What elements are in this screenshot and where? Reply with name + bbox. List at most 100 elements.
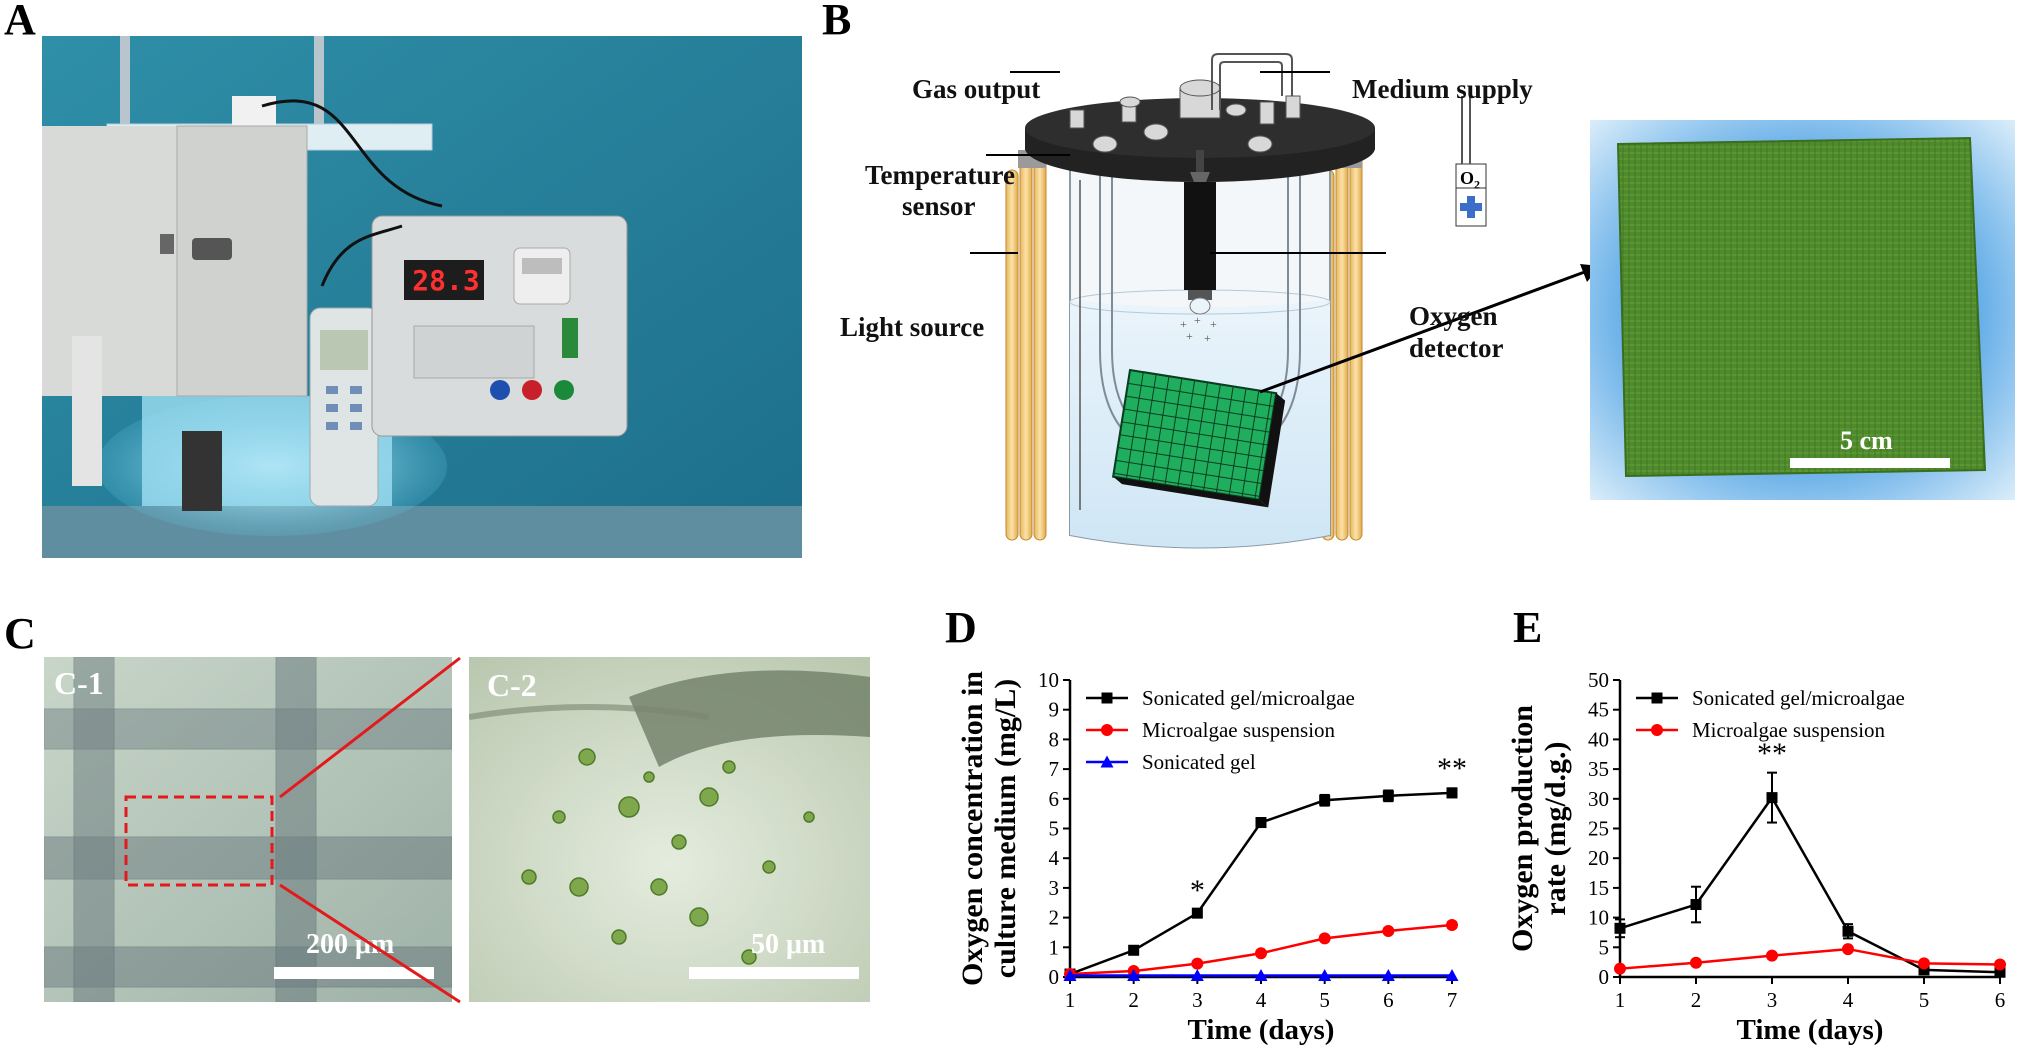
y-axis-label-line1: Oxygen concentration in	[956, 671, 989, 986]
panel-letter-b: B	[822, 0, 852, 44]
data-point	[1614, 962, 1626, 975]
panel-b-schematic: + + + + +	[970, 53, 1600, 549]
data-point	[1255, 947, 1267, 960]
y-tick-label: 2	[1049, 906, 1060, 930]
data-point	[1191, 957, 1204, 970]
c1-label: C-1	[54, 665, 104, 701]
data-point	[1445, 969, 1459, 982]
data-point	[1191, 907, 1203, 919]
y-tick-label: 45	[1588, 698, 1609, 722]
legend-marker	[1101, 724, 1113, 736]
svg-text:+: +	[1210, 317, 1217, 331]
data-point	[1318, 932, 1331, 945]
legend-label: Microalgae suspension	[1142, 718, 1336, 742]
y-axis-label-line2: rate (mg/d.g.)	[1539, 741, 1572, 915]
y-tick-label: 3	[1049, 876, 1060, 900]
x-tick-label: 4	[1843, 988, 1854, 1012]
x-tick-label: 4	[1256, 988, 1267, 1012]
panel-a-photo: 28.3	[42, 36, 802, 558]
x-axis-label: Time (days)	[1737, 1014, 1884, 1046]
label-medium-supply: Medium supply	[1352, 74, 1533, 104]
x-tick-label: 1	[1065, 988, 1076, 1012]
panel-c1-micrograph: C-1 200 μm	[44, 657, 452, 1002]
x-tick-label: 2	[1691, 988, 1702, 1012]
y-tick-label: 35	[1588, 757, 1609, 781]
sheet-scale-label: 5 cm	[1840, 426, 1893, 455]
y-tick-label: 10	[1038, 668, 1059, 692]
y-tick-label: 50	[1588, 668, 1609, 692]
panel-letter-d: D	[945, 603, 977, 652]
y-tick-label: 1	[1049, 935, 1060, 959]
series-line	[1619, 947, 2001, 970]
y-tick-label: 9	[1049, 698, 1060, 722]
data-point	[1690, 899, 1702, 911]
data-point	[1842, 943, 1854, 956]
legend-marker	[1100, 755, 1114, 768]
data-point	[1127, 969, 1141, 982]
data-point	[1766, 949, 1778, 962]
data-point	[1190, 969, 1204, 982]
x-tick-label: 2	[1128, 988, 1139, 1012]
svg-text:+: +	[1186, 329, 1193, 343]
data-point	[1446, 787, 1458, 799]
svg-text:+: +	[1204, 331, 1211, 345]
c2-scale-label: 50 μm	[751, 929, 826, 960]
y-tick-label: 10	[1588, 906, 1609, 930]
label-temperature-sensor-2: sensor	[902, 191, 976, 221]
y-tick-label: 20	[1588, 846, 1609, 870]
x-tick-label: 3	[1767, 988, 1778, 1012]
x-tick-label: 6	[1995, 988, 2006, 1012]
legend-label: Sonicated gel/microalgae	[1692, 686, 1905, 710]
y-tick-label: 8	[1049, 727, 1060, 751]
data-point	[1842, 925, 1854, 937]
y-tick-label: 15	[1588, 876, 1609, 900]
panel-c2-micrograph: C-2 50 μm	[469, 657, 870, 1002]
data-point	[1690, 956, 1702, 969]
data-point	[1614, 922, 1626, 934]
label-oxygen-detector-1: Oxygen	[1409, 301, 1498, 331]
y-tick-label: 0	[1049, 965, 1060, 989]
panel-letter-a: A	[4, 0, 36, 44]
x-tick-label: 7	[1447, 988, 1458, 1012]
c2-label: C-2	[487, 667, 537, 703]
data-point	[1319, 794, 1331, 806]
data-point	[1918, 964, 1930, 976]
label-gas-output: Gas output	[912, 74, 1041, 104]
data-point	[1381, 969, 1395, 982]
y-tick-label: 30	[1588, 787, 1609, 811]
y-tick-label: 40	[1588, 727, 1609, 751]
significance-annotation: **	[1757, 737, 1787, 770]
data-point	[1063, 969, 1077, 982]
x-tick-label: 3	[1192, 988, 1203, 1012]
significance-annotation: **	[1437, 752, 1467, 785]
panel-letter-c: C	[4, 609, 36, 658]
data-point	[1918, 957, 1930, 970]
legend-label: Sonicated gel	[1142, 750, 1256, 774]
legend-label: Microalgae suspension	[1692, 718, 1886, 742]
data-point	[1994, 966, 2006, 978]
legend-marker	[1651, 724, 1663, 736]
controller-display-reading: 28.3	[412, 264, 480, 297]
svg-text:+: +	[1180, 317, 1187, 331]
label-light-source: Light source	[840, 312, 985, 342]
y-tick-label: 25	[1588, 817, 1609, 841]
data-point	[1318, 969, 1332, 982]
series-line	[1619, 795, 2001, 974]
c1-scale-label: 200 μm	[306, 929, 395, 960]
x-tick-label: 1	[1615, 988, 1626, 1012]
label-oxygen-detector-2: detector	[1409, 333, 1504, 363]
y-axis-label-line2: culture medium (mg/L)	[989, 679, 1022, 978]
data-point	[1382, 924, 1395, 937]
y-tick-label: 4	[1049, 846, 1060, 870]
x-axis-label: Time (days)	[1188, 1014, 1335, 1046]
y-tick-label: 6	[1049, 787, 1060, 811]
x-tick-label: 6	[1383, 988, 1394, 1012]
y-tick-label: 0	[1599, 965, 1610, 989]
data-point	[1255, 817, 1267, 829]
x-tick-label: 5	[1919, 988, 1930, 1012]
panel-letter-e: E	[1513, 603, 1543, 652]
legend-marker	[1651, 692, 1663, 704]
data-point	[1446, 919, 1458, 932]
